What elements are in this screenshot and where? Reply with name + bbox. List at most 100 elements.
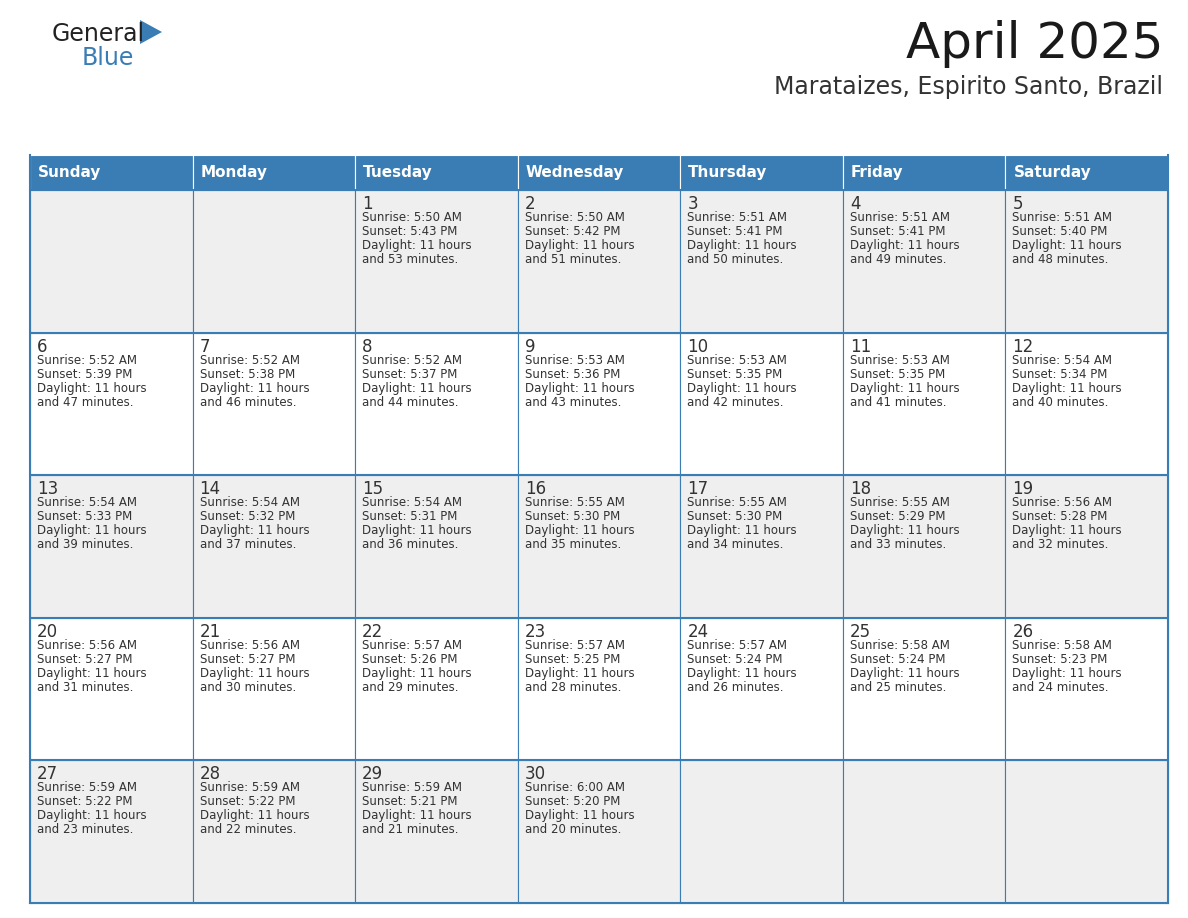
Bar — [355, 760, 518, 903]
Text: 17: 17 — [688, 480, 708, 498]
Text: 3: 3 — [688, 195, 697, 213]
Text: Sunrise: 5:54 AM: Sunrise: 5:54 AM — [200, 497, 299, 509]
Text: 29: 29 — [362, 766, 384, 783]
Text: Daylight: 11 hours: Daylight: 11 hours — [37, 524, 146, 537]
Text: 19: 19 — [1012, 480, 1034, 498]
Text: and 50 minutes.: and 50 minutes. — [688, 253, 784, 266]
Text: Sunset: 5:28 PM: Sunset: 5:28 PM — [1012, 510, 1107, 523]
Text: 30: 30 — [525, 766, 545, 783]
Bar — [355, 155, 518, 190]
Text: and 22 minutes.: and 22 minutes. — [200, 823, 296, 836]
Text: Daylight: 11 hours: Daylight: 11 hours — [525, 239, 634, 252]
Bar — [192, 155, 355, 190]
Text: Daylight: 11 hours: Daylight: 11 hours — [1012, 524, 1121, 537]
Text: Sunset: 5:34 PM: Sunset: 5:34 PM — [1012, 367, 1107, 381]
Bar — [518, 476, 681, 618]
Text: Daylight: 11 hours: Daylight: 11 hours — [200, 524, 309, 537]
Text: 4: 4 — [849, 195, 860, 213]
Text: and 49 minutes.: and 49 minutes. — [849, 253, 947, 266]
Text: and 53 minutes.: and 53 minutes. — [362, 253, 459, 266]
Text: Sunrise: 5:52 AM: Sunrise: 5:52 AM — [200, 353, 299, 366]
Text: Sunrise: 5:54 AM: Sunrise: 5:54 AM — [1012, 353, 1112, 366]
Text: Daylight: 11 hours: Daylight: 11 hours — [1012, 666, 1121, 680]
Text: Sunrise: 5:51 AM: Sunrise: 5:51 AM — [688, 211, 788, 224]
Text: Daylight: 11 hours: Daylight: 11 hours — [362, 666, 472, 680]
Text: 8: 8 — [362, 338, 373, 355]
Text: and 24 minutes.: and 24 minutes. — [1012, 681, 1108, 694]
Bar — [518, 190, 681, 332]
Bar — [681, 155, 842, 190]
Text: Daylight: 11 hours: Daylight: 11 hours — [362, 810, 472, 823]
Text: Sunset: 5:36 PM: Sunset: 5:36 PM — [525, 367, 620, 381]
Text: Sunset: 5:25 PM: Sunset: 5:25 PM — [525, 653, 620, 666]
Text: 6: 6 — [37, 338, 48, 355]
Text: Sunset: 5:24 PM: Sunset: 5:24 PM — [849, 653, 946, 666]
Text: Daylight: 11 hours: Daylight: 11 hours — [688, 239, 797, 252]
Text: Daylight: 11 hours: Daylight: 11 hours — [849, 382, 960, 395]
Text: Sunset: 5:26 PM: Sunset: 5:26 PM — [362, 653, 457, 666]
Text: Sunrise: 5:53 AM: Sunrise: 5:53 AM — [525, 353, 625, 366]
Text: Sunrise: 5:58 AM: Sunrise: 5:58 AM — [849, 639, 949, 652]
Text: Daylight: 11 hours: Daylight: 11 hours — [688, 382, 797, 395]
Bar — [355, 332, 518, 476]
Text: Sunset: 5:38 PM: Sunset: 5:38 PM — [200, 367, 295, 381]
Text: April 2025: April 2025 — [905, 20, 1163, 68]
Text: 27: 27 — [37, 766, 58, 783]
Text: Daylight: 11 hours: Daylight: 11 hours — [200, 666, 309, 680]
Bar — [192, 618, 355, 760]
Bar — [192, 190, 355, 332]
Text: Sunset: 5:29 PM: Sunset: 5:29 PM — [849, 510, 946, 523]
Text: Daylight: 11 hours: Daylight: 11 hours — [37, 382, 146, 395]
Text: and 42 minutes.: and 42 minutes. — [688, 396, 784, 409]
Text: Sunrise: 5:54 AM: Sunrise: 5:54 AM — [362, 497, 462, 509]
Text: Sunrise: 5:58 AM: Sunrise: 5:58 AM — [1012, 639, 1112, 652]
Text: Daylight: 11 hours: Daylight: 11 hours — [849, 666, 960, 680]
Text: 23: 23 — [525, 622, 546, 641]
Text: Sunrise: 5:50 AM: Sunrise: 5:50 AM — [362, 211, 462, 224]
Text: Sunrise: 5:52 AM: Sunrise: 5:52 AM — [37, 353, 137, 366]
Text: Monday: Monday — [201, 165, 267, 180]
Bar — [1005, 190, 1168, 332]
Text: Daylight: 11 hours: Daylight: 11 hours — [1012, 239, 1121, 252]
Text: 11: 11 — [849, 338, 871, 355]
Bar — [842, 476, 1005, 618]
Text: Thursday: Thursday — [688, 165, 767, 180]
Bar — [30, 476, 192, 618]
Text: Sunset: 5:40 PM: Sunset: 5:40 PM — [1012, 225, 1107, 238]
Text: and 41 minutes.: and 41 minutes. — [849, 396, 947, 409]
Text: Daylight: 11 hours: Daylight: 11 hours — [849, 524, 960, 537]
Text: 14: 14 — [200, 480, 221, 498]
Text: Sunday: Sunday — [38, 165, 101, 180]
Text: Daylight: 11 hours: Daylight: 11 hours — [1012, 382, 1121, 395]
Text: and 29 minutes.: and 29 minutes. — [362, 681, 459, 694]
Text: Blue: Blue — [82, 46, 134, 70]
Text: Sunset: 5:37 PM: Sunset: 5:37 PM — [362, 367, 457, 381]
Text: Sunrise: 5:55 AM: Sunrise: 5:55 AM — [849, 497, 949, 509]
Text: Sunrise: 5:55 AM: Sunrise: 5:55 AM — [688, 497, 788, 509]
Bar — [518, 332, 681, 476]
Text: Sunrise: 5:57 AM: Sunrise: 5:57 AM — [525, 639, 625, 652]
Text: Friday: Friday — [851, 165, 904, 180]
Text: and 51 minutes.: and 51 minutes. — [525, 253, 621, 266]
Bar — [842, 760, 1005, 903]
Text: and 48 minutes.: and 48 minutes. — [1012, 253, 1108, 266]
Text: Sunset: 5:41 PM: Sunset: 5:41 PM — [849, 225, 946, 238]
Text: and 32 minutes.: and 32 minutes. — [1012, 538, 1108, 551]
Text: Sunset: 5:30 PM: Sunset: 5:30 PM — [525, 510, 620, 523]
Text: 20: 20 — [37, 622, 58, 641]
Bar — [681, 332, 842, 476]
Text: and 33 minutes.: and 33 minutes. — [849, 538, 946, 551]
Text: Sunset: 5:24 PM: Sunset: 5:24 PM — [688, 653, 783, 666]
Bar — [1005, 476, 1168, 618]
Bar — [30, 760, 192, 903]
Text: Sunrise: 5:51 AM: Sunrise: 5:51 AM — [849, 211, 950, 224]
Text: Daylight: 11 hours: Daylight: 11 hours — [37, 666, 146, 680]
Text: 9: 9 — [525, 338, 536, 355]
Text: Sunset: 5:43 PM: Sunset: 5:43 PM — [362, 225, 457, 238]
Bar — [30, 332, 192, 476]
Bar — [681, 618, 842, 760]
Text: Sunrise: 5:59 AM: Sunrise: 5:59 AM — [200, 781, 299, 794]
Text: Sunrise: 5:55 AM: Sunrise: 5:55 AM — [525, 497, 625, 509]
Bar — [355, 476, 518, 618]
Text: 21: 21 — [200, 622, 221, 641]
